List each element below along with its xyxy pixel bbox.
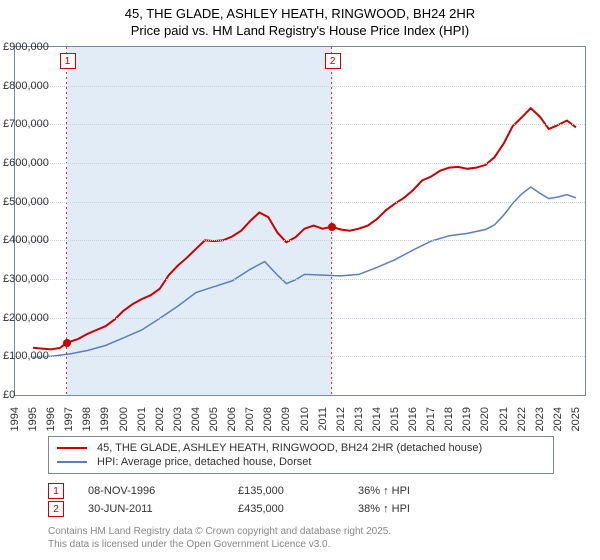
x-axis-label: 1997 <box>63 407 75 431</box>
y-axis-label: £300,000 <box>3 273 11 285</box>
sale-marker-badge: 1 <box>60 53 76 69</box>
gridline <box>15 86 585 87</box>
y-axis-label: £100,000 <box>3 350 11 362</box>
x-axis-label: 2011 <box>317 407 329 431</box>
y-axis-label: £200,000 <box>3 312 11 324</box>
sale-row-badge: 1 <box>48 483 64 499</box>
sale-row-badge: 2 <box>48 501 64 517</box>
chart-subtitle: Price paid vs. HM Land Registry's House … <box>0 23 600 38</box>
x-axis-label: 2017 <box>425 407 437 431</box>
attribution-line2: This data is licensed under the Open Gov… <box>48 539 391 552</box>
x-axis-label: 1995 <box>27 407 39 431</box>
x-axis-label: 1998 <box>81 407 93 431</box>
x-axis-label: 2025 <box>570 407 582 431</box>
gridline <box>15 202 585 203</box>
x-axis-label: 2003 <box>172 407 184 431</box>
line-chart-svg <box>15 47 585 395</box>
x-axis-label: 2020 <box>479 407 491 431</box>
legend-swatch <box>57 447 87 449</box>
sale-delta: 38% ↑ HPI <box>358 503 410 515</box>
series-line <box>33 187 576 357</box>
sale-row: 1 08-NOV-1996£135,00036% ↑ HPI <box>48 482 554 500</box>
x-axis-label: 2024 <box>552 407 564 431</box>
sales-table: 1 08-NOV-1996£135,00036% ↑ HPI 2 30-JUN-201… <box>48 482 554 518</box>
gridline <box>15 279 585 280</box>
legend-label: 45, THE GLADE, ASHLEY HEATH, RINGWOOD, B… <box>97 442 482 454</box>
sale-marker-badge: 2 <box>325 53 341 69</box>
legend-item: HPI: Average price, detached house, Dors… <box>57 455 545 469</box>
gridline <box>15 163 585 164</box>
sale-date: 30-JUN-2011 <box>88 503 238 515</box>
x-axis-label: 2008 <box>262 407 274 431</box>
x-axis-label: 2015 <box>389 407 401 431</box>
x-axis-label: 2019 <box>461 407 473 431</box>
series-line <box>33 108 576 349</box>
chart-container: 45, THE GLADE, ASHLEY HEATH, RINGWOOD, B… <box>0 0 600 560</box>
legend-item: 45, THE GLADE, ASHLEY HEATH, RINGWOOD, B… <box>57 441 545 455</box>
x-axis-label: 2023 <box>534 407 546 431</box>
x-axis-label: 2022 <box>516 407 528 431</box>
x-axis-label: 2007 <box>244 407 256 431</box>
x-axis-label: 2016 <box>407 407 419 431</box>
sale-price: £135,000 <box>238 485 358 497</box>
x-axis-label: 2018 <box>443 407 455 431</box>
x-axis-label: 2013 <box>353 407 365 431</box>
x-axis-label: 2012 <box>335 407 347 431</box>
legend-label: HPI: Average price, detached house, Dors… <box>97 456 311 468</box>
gridline <box>15 124 585 125</box>
y-axis-label: £700,000 <box>3 118 11 130</box>
x-axis-label: 2021 <box>498 407 510 431</box>
gridline <box>15 356 585 357</box>
x-axis-label: 1994 <box>9 407 21 431</box>
sale-marker-dot <box>328 223 336 231</box>
attribution: Contains HM Land Registry data © Crown c… <box>48 526 391 551</box>
attribution-line1: Contains HM Land Registry data © Crown c… <box>48 526 391 539</box>
x-axis-label: 2002 <box>154 407 166 431</box>
x-axis-label: 1999 <box>99 407 111 431</box>
chart-title: 45, THE GLADE, ASHLEY HEATH, RINGWOOD, B… <box>0 0 600 23</box>
x-axis-label: 1996 <box>45 407 57 431</box>
y-axis-label: £800,000 <box>3 80 11 92</box>
x-axis-label: 2010 <box>299 407 311 431</box>
sale-delta: 36% ↑ HPI <box>358 485 410 497</box>
y-axis-label: £400,000 <box>3 234 11 246</box>
sale-marker-dot <box>63 339 71 347</box>
gridline <box>15 318 585 319</box>
gridline <box>15 240 585 241</box>
x-axis-label: 2001 <box>136 407 148 431</box>
x-axis-label: 2005 <box>208 407 220 431</box>
plot-area: 1994199519961997199819992000200120022003… <box>14 46 586 396</box>
sale-date: 08-NOV-1996 <box>88 485 238 497</box>
y-axis-label: £500,000 <box>3 196 11 208</box>
legend: 45, THE GLADE, ASHLEY HEATH, RINGWOOD, B… <box>48 436 554 474</box>
y-axis-label: £900,000 <box>3 41 11 53</box>
sale-row: 2 30-JUN-2011£435,00038% ↑ HPI <box>48 500 554 518</box>
x-axis-label: 2014 <box>371 407 383 431</box>
x-axis-label: 2006 <box>226 407 238 431</box>
y-axis-label: £0 <box>3 389 11 401</box>
x-axis-label: 2004 <box>190 407 202 431</box>
y-axis-label: £600,000 <box>3 157 11 169</box>
sale-price: £435,000 <box>238 503 358 515</box>
legend-swatch <box>57 461 87 463</box>
x-axis-label: 2000 <box>118 407 130 431</box>
x-axis-label: 2009 <box>280 407 292 431</box>
